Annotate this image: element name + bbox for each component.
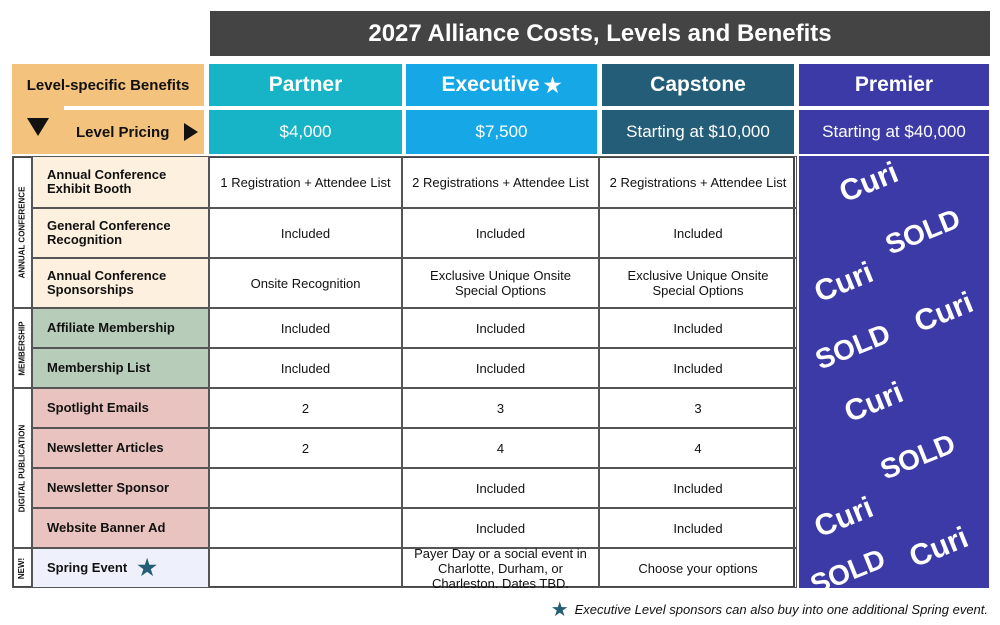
category-label: ANNUAL CONFERENCE [12, 156, 32, 308]
level-header-capstone: Capstone [602, 64, 794, 106]
star-icon: ★ [550, 599, 569, 621]
table-cell: 1 Registration + Attendee List [209, 156, 402, 208]
row-label: Website Banner Ad [32, 508, 209, 548]
table-cell: Included [209, 348, 402, 388]
footnote-text: Executive Level sponsors can also buy in… [574, 602, 988, 617]
table-cell: 2 [209, 428, 402, 468]
right-arrow-icon [184, 123, 198, 141]
curi-watermark: Curi [909, 285, 978, 340]
level-header-executive: Executive ★ [406, 64, 597, 106]
row-label-text: Newsletter Sponsor [47, 480, 170, 495]
table-cell: 4 [402, 428, 599, 468]
curi-watermark: Curi [904, 520, 973, 575]
curi-watermark: Curi [809, 490, 878, 545]
sold-watermark: SOLD [880, 202, 965, 261]
table-cell: 3 [599, 388, 797, 428]
row-label-text: Newsletter Articles [47, 440, 164, 455]
table-cell: 4 [599, 428, 797, 468]
row-label-text: Website Banner Ad [47, 520, 166, 535]
table-cell [209, 548, 402, 588]
table-cell: Included [599, 348, 797, 388]
row-label: Spotlight Emails [32, 388, 209, 428]
price-partner: $4,000 [209, 110, 402, 154]
row-label-text: General Conference Recognition [47, 218, 171, 247]
level-benefits-header: Level-specific Benefits [12, 64, 204, 106]
table-cell: Included [209, 208, 402, 258]
table-cell: Included [402, 208, 599, 258]
down-arrow-icon [27, 118, 49, 136]
level-header-partner: Partner [209, 64, 402, 106]
category-text: MEMBERSHIP [17, 320, 27, 376]
sold-watermark: SOLD [875, 427, 960, 486]
star-icon: ★ [137, 555, 157, 580]
row-label: Annual Conference Sponsorships [32, 258, 209, 308]
category-text: ANNUAL CONFERENCE [17, 186, 27, 278]
table-cell [209, 508, 402, 548]
price-capstone: Starting at $10,000 [602, 110, 794, 154]
table-cell: Included [599, 308, 797, 348]
table-cell: Onsite Recognition [209, 258, 402, 308]
curi-watermark: Curi [839, 375, 908, 430]
curi-watermark: Curi [834, 156, 903, 210]
table-cell: Exclusive Unique Onsite Special Options [402, 258, 599, 308]
price-executive: $7,500 [406, 110, 597, 154]
row-label: Spring Event ★ [32, 548, 209, 588]
table-cell: Included [599, 508, 797, 548]
level-pricing-header: Level Pricing [64, 110, 204, 154]
table-cell [209, 468, 402, 508]
row-label: General Conference Recognition [32, 208, 209, 258]
row-label: Newsletter Articles [32, 428, 209, 468]
row-label: Annual Conference Exhibit Booth [32, 156, 209, 208]
table-cell: Included [402, 348, 599, 388]
footnote: ★ Executive Level sponsors can also buy … [551, 597, 988, 622]
table-cell: Included [599, 208, 797, 258]
table-cell: Payer Day or a social event in Charlotte… [402, 546, 599, 591]
table-cell: 2 Registrations + Attendee List [599, 156, 797, 208]
row-label: Membership List [32, 348, 209, 388]
row-label-text: Membership List [47, 360, 151, 375]
row-label-text: Annual Conference Sponsorships [47, 268, 167, 297]
row-label-text: Annual Conference Exhibit Booth [47, 167, 167, 196]
category-text: NEW! [17, 557, 27, 579]
sold-watermark: SOLD [805, 542, 890, 588]
table-cell: 3 [402, 388, 599, 428]
category-label: MEMBERSHIP [12, 308, 32, 388]
category-label: NEW! [12, 548, 32, 588]
level-header-premier: Premier [799, 64, 989, 106]
star-icon: ★ [543, 74, 562, 97]
row-label: Newsletter Sponsor [32, 468, 209, 508]
table-cell: 2 [209, 388, 402, 428]
page-title: 2027 Alliance Costs, Levels and Benefits [210, 11, 990, 56]
price-premier: Starting at $40,000 [799, 110, 989, 154]
row-label-text: Spotlight Emails [47, 400, 149, 415]
curi-watermark: Curi [809, 255, 878, 310]
table-cell: Exclusive Unique Onsite Special Options [599, 258, 797, 308]
table-cell: Choose your options [599, 548, 797, 588]
table-cell: Included [402, 468, 599, 508]
row-label-text: Spring Event [47, 560, 128, 575]
row-label: Affiliate Membership [32, 308, 209, 348]
sold-watermark: SOLD [810, 317, 895, 376]
table-cell: 2 Registrations + Attendee List [402, 156, 599, 208]
table-cell: Included [402, 508, 599, 548]
category-label: DIGITAL PUBLICATION [12, 388, 32, 548]
row-label-text: Affiliate Membership [47, 320, 175, 335]
category-text: DIGITAL PUBLICATION [17, 424, 27, 512]
table-cell: Included [209, 308, 402, 348]
table-cell: Included [599, 468, 797, 508]
premier-sold-panel: Curi SOLD Curi Curi SOLD Curi SOLD Curi … [799, 156, 989, 588]
table-cell: Included [402, 308, 599, 348]
